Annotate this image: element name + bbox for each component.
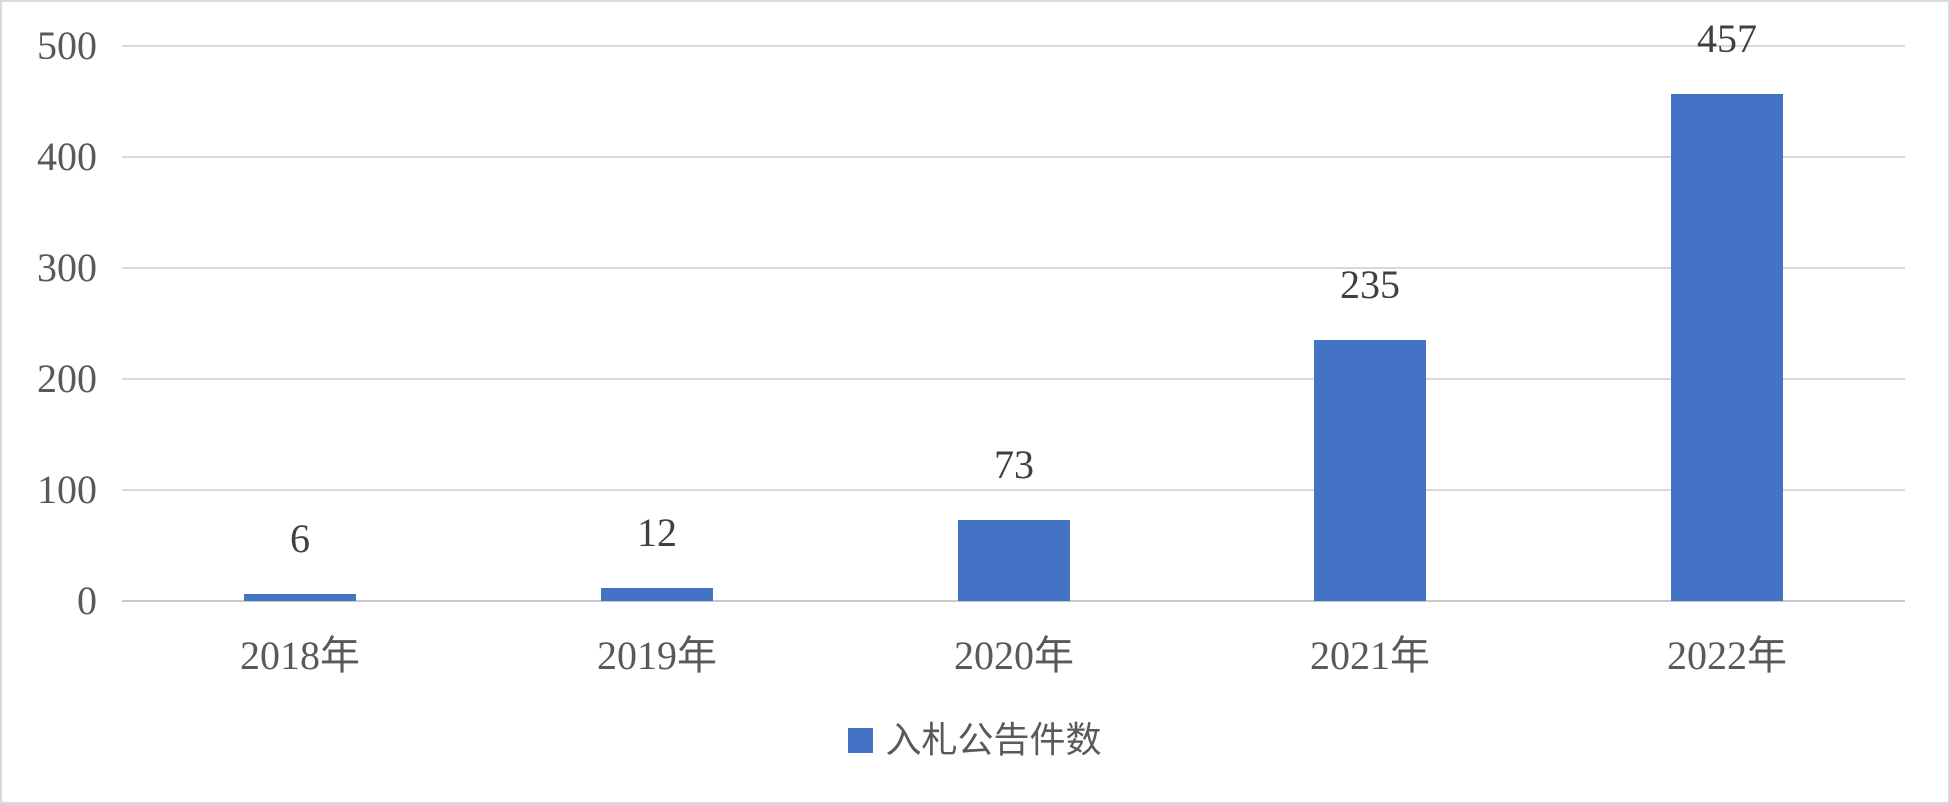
bar-2022年[interactable] [1671,94,1783,601]
bar-2021年[interactable] [1314,340,1426,601]
gridline-400 [122,156,1905,158]
data-label-2019年: 12 [637,510,677,555]
y-tick-label-100: 100 [37,467,97,512]
legend-label: 入札公告件数 [885,720,1102,760]
y-tick-label-400: 400 [37,134,97,179]
bar-2018年[interactable] [244,594,356,601]
legend: 入札公告件数 [2,720,1948,760]
y-tick-label-0: 0 [77,578,97,623]
data-label-2018年: 6 [290,516,310,561]
data-label-2020年: 73 [994,442,1034,487]
x-tick-label-2022年: 2022年 [1667,633,1787,678]
bar-2020年[interactable] [958,520,1070,601]
y-tick-label-300: 300 [37,245,97,290]
x-tick-label-2020年: 2020年 [954,633,1074,678]
x-tick-label-2018年: 2018年 [240,633,360,678]
bar-2019年[interactable] [601,588,713,601]
x-tick-label-2021年: 2021年 [1310,633,1430,678]
x-axis-line [122,600,1905,602]
gridline-200 [122,378,1905,380]
gridline-300 [122,267,1905,269]
gridline-500 [122,45,1905,47]
gridline-100 [122,489,1905,491]
legend-swatch-icon [848,727,874,753]
data-label-2021年: 235 [1340,262,1400,307]
y-tick-label-200: 200 [37,356,97,401]
data-label-2022年: 457 [1697,16,1757,61]
x-tick-label-2019年: 2019年 [597,633,717,678]
y-tick-label-500: 500 [37,23,97,68]
